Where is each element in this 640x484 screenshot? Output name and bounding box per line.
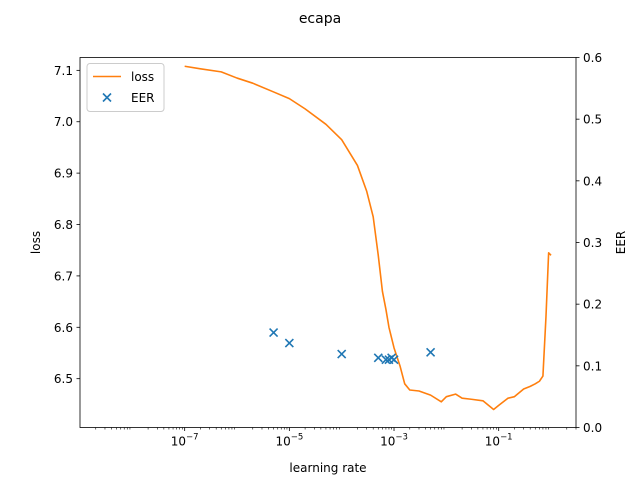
- x-axis-label: learning rate: [289, 461, 366, 475]
- y-left-tick-label: 7.0: [54, 115, 73, 129]
- legend-label: EER: [131, 91, 155, 105]
- eer-point: [269, 327, 279, 338]
- y-left-tick-label: 6.8: [54, 218, 73, 232]
- eer-point: [426, 347, 436, 357]
- legend-label: loss: [131, 70, 154, 84]
- y-left-tick-label: 7.1: [54, 64, 73, 78]
- legend-eer-swatch: [102, 92, 112, 103]
- y-right-tick-label: 0.0: [583, 421, 602, 435]
- plot-area: [184, 65, 552, 411]
- x-tick-label: 10−7: [171, 433, 199, 449]
- eer-point: [389, 355, 399, 365]
- y-axis-right-label: EER: [614, 231, 628, 255]
- legend-box: [86, 63, 165, 112]
- y-right-tick-label: 0.2: [583, 298, 602, 312]
- y-left-tick-label: 6.7: [54, 269, 73, 283]
- x-tick-label: 10−5: [275, 433, 303, 449]
- y-left-tick-label: 6.9: [54, 167, 73, 181]
- eer-point: [381, 355, 391, 365]
- y-right-tick-label: 0.5: [583, 113, 602, 127]
- legend: loss EER: [86, 63, 165, 112]
- y-right-tick-label: 0.4: [583, 174, 602, 188]
- eer-point: [337, 349, 347, 359]
- eer-point: [373, 353, 383, 363]
- y-left-tick-label: 6.5: [54, 372, 73, 386]
- eer-point: [284, 338, 294, 348]
- x-tick-label: 10−1: [485, 433, 513, 449]
- x-tick-label: 10−3: [380, 433, 408, 449]
- y-axis-left-label: loss: [29, 231, 43, 254]
- chart-title: ecapa: [299, 11, 341, 27]
- y-right-tick-label: 0.6: [583, 51, 602, 65]
- y-left-tick-label: 6.6: [54, 321, 73, 335]
- y-right-tick-label: 0.1: [583, 359, 602, 373]
- loss-line: [184, 65, 552, 411]
- axes: 10−7 10−5 10−3 10−1 6.5 6.6 6.7 6.8 6.9 7.0 7.1 0.0…: [54, 51, 602, 449]
- y-right-tick-label: 0.3: [583, 236, 602, 250]
- plot-frame: [79, 57, 577, 428]
